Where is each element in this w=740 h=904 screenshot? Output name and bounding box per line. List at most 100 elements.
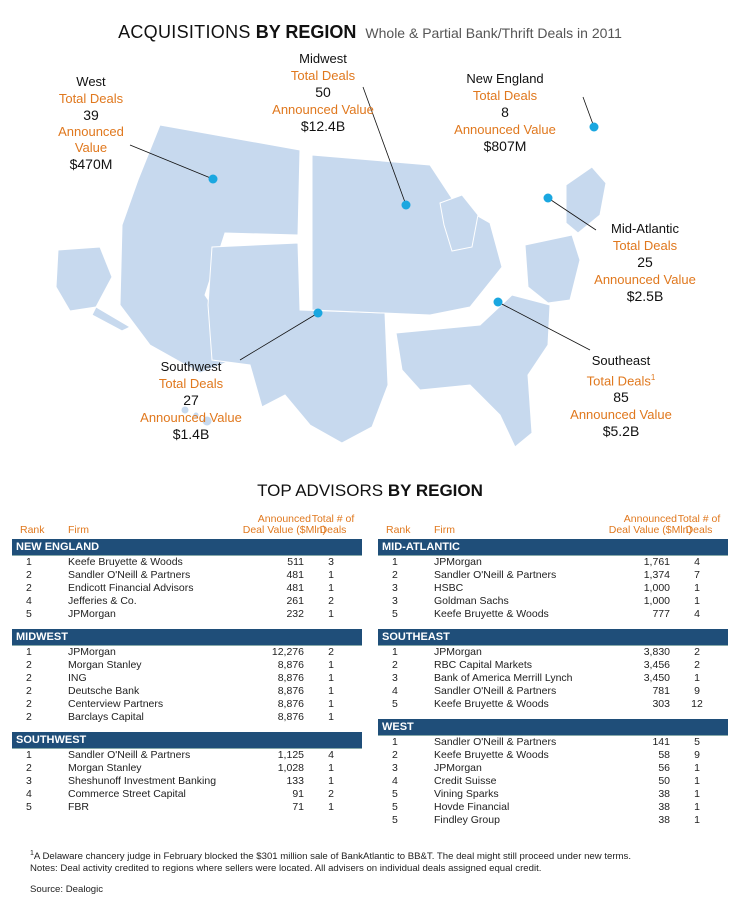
rank-cell: 1	[392, 556, 398, 568]
title-part1: ACQUISITIONS	[118, 22, 251, 42]
region-band: MID-ATLANTIC	[378, 539, 728, 556]
region-label-west: West Total Deals 39 Announced Value $470…	[55, 73, 127, 173]
deals-cell: 2	[328, 788, 334, 800]
firm-cell: Keefe Bruyette & Woods	[434, 698, 549, 710]
pointer-southwest	[239, 312, 319, 361]
deals-cell: 2	[694, 659, 700, 671]
footnote-mark: 1	[650, 373, 656, 382]
rank-cell: 2	[26, 711, 32, 723]
pointer-new-england	[582, 96, 595, 128]
title-subtitle: Whole & Partial Bank/Thrift Deals in 201…	[365, 25, 622, 41]
total-deals-value: 50	[315, 84, 331, 100]
rank-cell: 1	[26, 749, 32, 761]
advisors-title-part1: TOP ADVISORS	[257, 481, 384, 500]
rank-cell: 2	[26, 582, 32, 594]
rank-cell: 5	[392, 801, 398, 813]
deals-cell: 1	[328, 685, 334, 697]
total-deals-caption: Total Deals	[58, 91, 124, 106]
table-row: 3 Sheshunoff Investment Banking 133 1	[12, 775, 362, 788]
deals-cell: 4	[328, 749, 334, 761]
deals-cell: 1	[694, 672, 700, 684]
firm-cell: Deutsche Bank	[68, 685, 140, 697]
group-spacer	[12, 814, 362, 819]
header-rank: Rank	[20, 524, 45, 536]
total-deals-caption: Total Deals	[158, 376, 224, 391]
region-label-southwest: Southwest Total Deals 27 Announced Value…	[136, 358, 246, 443]
firm-cell: JPMorgan	[68, 608, 116, 620]
value-cell: 1,125	[277, 749, 304, 761]
region-name: Southeast	[591, 353, 651, 368]
deals-cell: 1	[694, 788, 700, 800]
table-row: 2 Deutsche Bank 8,876 1	[12, 685, 362, 698]
rank-cell: 5	[26, 801, 32, 813]
firm-cell: Centerview Partners	[68, 698, 164, 710]
map-region-southeast	[395, 294, 551, 448]
table-row: 5 Vining Sparks 38 1	[378, 788, 728, 801]
announced-value: $1.4B	[172, 426, 210, 442]
rank-cell: 4	[392, 685, 398, 697]
deals-cell: 3	[328, 556, 334, 568]
firm-cell: Credit Suisse	[434, 775, 497, 787]
deals-cell: 1	[328, 801, 334, 813]
page-title: ACQUISITIONS BY REGION Whole & Partial B…	[0, 22, 740, 43]
firm-cell: Hovde Financial	[434, 801, 510, 813]
rank-cell: 1	[26, 556, 32, 568]
value-cell: 511	[287, 556, 304, 568]
deals-cell: 1	[328, 775, 334, 787]
value-cell: 481	[286, 582, 304, 594]
deals-cell: 2	[328, 595, 334, 607]
us-region-map	[55, 86, 607, 448]
firm-cell: JPMorgan	[434, 556, 482, 568]
firm-cell: FBR	[68, 801, 89, 813]
table-row: 4 Credit Suisse 50 1	[378, 775, 728, 788]
header-value: Announced Deal Value ($Mln)	[243, 514, 326, 536]
table-row: 4 Commerce Street Capital 91 2	[12, 788, 362, 801]
total-deals-caption: Total Deals	[472, 88, 538, 103]
value-cell: 3,830	[643, 646, 670, 658]
deals-cell: 1	[328, 698, 334, 710]
deals-cell: 1	[328, 582, 334, 594]
value-cell: 1,028	[277, 762, 304, 774]
announced-value-caption: Announced Value	[454, 122, 556, 137]
table-row: 5 Hovde Financial 38 1	[378, 801, 728, 814]
pointer-midwest	[362, 86, 407, 206]
notes: 1A Delaware chancery judge in February b…	[30, 848, 631, 875]
value-cell: 303	[652, 698, 670, 710]
total-deals-caption: Total Deals	[290, 68, 356, 83]
dot-new-england	[589, 122, 599, 132]
group-spacer	[378, 621, 728, 626]
pointer-mid-atlantic	[547, 197, 597, 231]
table-row: 2 Sandler O'Neill & Partners 481 1	[12, 569, 362, 582]
source: Source: Dealogic	[30, 884, 104, 895]
value-cell: 38	[658, 814, 670, 826]
rank-cell: 3	[26, 775, 32, 787]
value-cell: 71	[292, 801, 304, 813]
value-cell: 38	[658, 801, 670, 813]
rank-cell: 1	[26, 646, 32, 658]
map-michigan	[439, 194, 479, 252]
firm-cell: Commerce Street Capital	[68, 788, 186, 800]
header-total-line2: Deals	[319, 524, 347, 536]
table-row: 5 Keefe Bruyette & Woods 303 12	[378, 698, 728, 711]
dot-west	[208, 174, 218, 184]
region-label-southeast: Southeast Total Deals1 85 Announced Valu…	[566, 352, 676, 440]
rank-cell: 5	[392, 608, 398, 620]
group-spacer	[378, 827, 728, 832]
value-cell: 133	[286, 775, 304, 787]
firm-cell: Sandler O'Neill & Partners	[434, 569, 557, 581]
deals-cell: 1	[328, 608, 334, 620]
total-deals-caption-text: Total Deals	[586, 373, 651, 389]
group-spacer	[12, 621, 362, 626]
rank-cell: 5	[392, 698, 398, 710]
announced-value: $470M	[69, 156, 113, 172]
map-region-west	[119, 124, 301, 374]
announced-value-caption: Announced Value	[58, 124, 124, 155]
value-cell: 1,000	[643, 582, 670, 594]
value-cell: 781	[652, 685, 670, 697]
firm-cell: Jefferies & Co.	[68, 595, 137, 607]
deals-cell: 1	[694, 762, 700, 774]
table-row: 1 Sandler O'Neill & Partners 1,125 4	[12, 749, 362, 762]
value-cell: 56	[658, 762, 670, 774]
firm-cell: RBC Capital Markets	[434, 659, 533, 671]
deals-cell: 1	[694, 814, 700, 826]
